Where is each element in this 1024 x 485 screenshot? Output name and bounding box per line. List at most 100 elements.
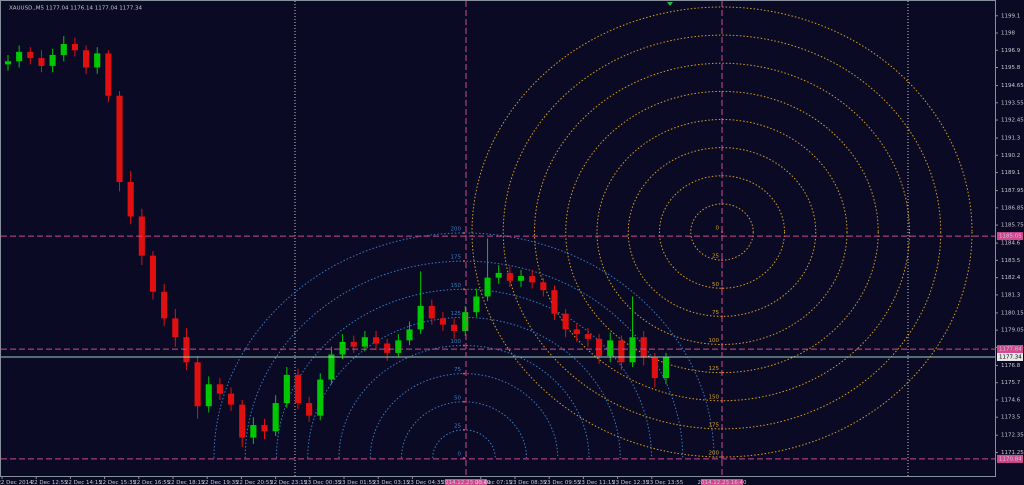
candle-body — [462, 312, 469, 331]
y-tick-label: 1198 — [1001, 31, 1015, 37]
y-tick-label: 1184.6 — [1001, 241, 1021, 247]
y-tick-label: 1186.85 — [1001, 205, 1024, 211]
fib-level-label: 0 — [458, 452, 462, 458]
candle-body — [306, 403, 313, 416]
candle-body — [283, 374, 290, 404]
y-tick-label: 1199.1 — [1001, 13, 1020, 19]
candle-body — [495, 272, 502, 278]
y-tick-label: 1194.65 — [1001, 83, 1024, 89]
y-tick-label: 1195.8 — [1001, 65, 1021, 71]
y-tick-label: 1187.95 — [1001, 188, 1024, 194]
fib-arc — [369, 373, 559, 459]
x-tick-label: 23 Dec 01:55 — [339, 480, 376, 485]
candle-body — [183, 337, 190, 363]
price-label-box — [997, 454, 1023, 463]
candle-body — [317, 379, 324, 416]
x-tick-label: 22 Dec 23:15 — [270, 480, 307, 485]
candle-body — [473, 296, 480, 313]
candle-body — [272, 403, 279, 432]
candle-body — [105, 53, 112, 96]
x-tick-label: 22 Dec 20:55 — [236, 480, 273, 485]
candle-body — [38, 58, 45, 66]
fib-level-label: 175 — [451, 255, 462, 261]
x-tick-label: 23 Dec 04:35 — [407, 480, 444, 485]
candle-body — [629, 337, 636, 363]
y-tick-label: 1190.2 — [1001, 153, 1020, 159]
candle-body — [261, 425, 268, 432]
x-tick-label: 23 Dec 00:35 — [304, 480, 341, 485]
candle-body — [4, 61, 12, 65]
candle-body — [116, 95, 123, 182]
candle-body — [94, 53, 101, 68]
fib-arc — [401, 401, 527, 459]
fib-point — [463, 344, 465, 347]
x-tick-label: 23 Dec 11:15 — [578, 480, 615, 485]
candle-body — [172, 318, 179, 338]
fib-point — [463, 400, 465, 403]
y-tick-label: 1181.3 — [1001, 292, 1021, 298]
candle-body — [60, 43, 67, 55]
current-price-box — [997, 352, 1023, 361]
y-tick-label: 1174.6 — [1001, 397, 1021, 403]
x-tick-label: 22 Dec 15:35 — [99, 480, 136, 485]
candle-body — [451, 324, 458, 331]
fib-arc — [627, 147, 817, 317]
fib-level-label: 200 — [709, 451, 720, 457]
candle-body — [517, 276, 525, 281]
price-label: 1185.05 — [999, 234, 1022, 240]
y-tick-label: 1175.7 — [1001, 380, 1021, 386]
candle-body — [607, 340, 614, 357]
current-price-label: 1177.34 — [999, 354, 1022, 360]
y-tick-label: 1179.05 — [1001, 328, 1024, 334]
x-tick-label: 23 Dec 03:15 — [373, 480, 410, 485]
candle-body — [350, 341, 357, 347]
x-tick-label: 23 Dec 07:15 — [475, 480, 512, 485]
x-tick-label: 23 Dec 13:55 — [646, 480, 683, 485]
candle-body — [239, 404, 246, 438]
candle-body — [506, 272, 513, 281]
y-tick-label: 1182.4 — [1001, 275, 1021, 281]
fib-point — [463, 428, 465, 431]
candle-body — [417, 305, 424, 330]
candle-body — [339, 341, 346, 355]
fib-point — [463, 288, 465, 291]
candle-body — [596, 338, 603, 357]
candle-body — [372, 337, 380, 344]
arrow-marker — [667, 2, 673, 6]
candle-body — [439, 318, 447, 325]
y-tick-label: 1196.9 — [1001, 48, 1021, 54]
fib-level-label: 150 — [451, 283, 462, 289]
candle-body — [250, 425, 257, 438]
candle-body — [16, 51, 23, 62]
fib-level-label: 75 — [454, 367, 461, 373]
candle-body — [49, 54, 56, 66]
fib-point — [721, 259, 723, 262]
y-tick-label: 1180.15 — [1001, 310, 1024, 316]
candle-body — [227, 393, 235, 405]
x-tick-label: 23 Dec 12:35 — [612, 480, 649, 485]
candle-body — [484, 277, 491, 297]
chart-title: XAUUSD.,M5 1177.04 1176.14 1177.04 1177.… — [9, 6, 143, 12]
time-marker-label: 2014.12.23 16:40 — [697, 480, 747, 485]
time-marker-label: 2014.12.23 06:40 — [441, 480, 491, 485]
candle-body — [127, 181, 134, 217]
candle-body — [328, 354, 335, 380]
candle-body — [83, 50, 90, 68]
candle-body — [562, 313, 569, 330]
fib-level-label: 100 — [709, 338, 720, 344]
candle-body — [361, 337, 368, 347]
candle-body — [573, 329, 580, 335]
fib-level-label: 175 — [709, 422, 720, 428]
y-tick-label: 1193.55 — [1001, 100, 1024, 106]
y-tick-label: 1183.5 — [1001, 258, 1021, 264]
y-tick-label: 1176.8 — [1001, 363, 1021, 369]
candle-body — [551, 290, 558, 314]
fib-level-label: 200 — [451, 227, 462, 233]
candle-body — [294, 374, 302, 404]
candle-body — [161, 291, 168, 319]
x-tick-label: 22 Dec 14:15 — [65, 480, 102, 485]
y-tick-label: 1192.45 — [1001, 118, 1024, 124]
candle-body — [194, 362, 201, 407]
